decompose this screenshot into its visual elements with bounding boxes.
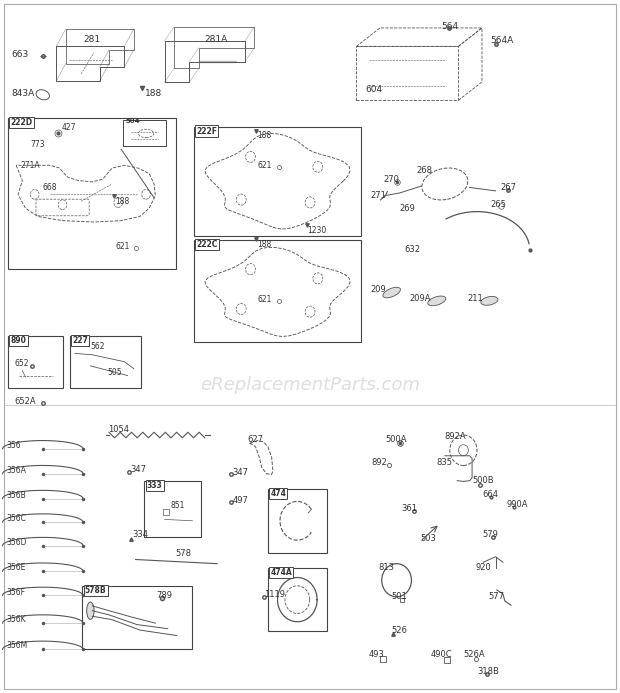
- Text: eReplacementParts.com: eReplacementParts.com: [200, 376, 420, 394]
- Text: 664: 664: [482, 490, 498, 499]
- Bar: [123, 120, 167, 146]
- Bar: [268, 568, 327, 631]
- Text: 356B: 356B: [7, 491, 27, 500]
- Text: 490C: 490C: [431, 650, 452, 659]
- Text: 497: 497: [232, 495, 249, 505]
- Text: 334: 334: [132, 530, 148, 539]
- Text: 564: 564: [441, 22, 458, 31]
- Text: 501: 501: [392, 593, 407, 602]
- Text: 188: 188: [115, 197, 130, 206]
- Text: 577: 577: [489, 593, 505, 602]
- Bar: [82, 586, 192, 649]
- Text: 474: 474: [270, 489, 286, 498]
- Text: 562: 562: [91, 342, 105, 351]
- Text: 890: 890: [11, 336, 27, 345]
- Text: 270: 270: [384, 175, 399, 184]
- Text: 892A: 892A: [445, 432, 466, 441]
- Text: 621: 621: [115, 242, 130, 251]
- Text: 188: 188: [257, 131, 272, 140]
- Text: 773: 773: [30, 140, 45, 149]
- Text: 526: 526: [392, 626, 407, 635]
- Text: 209A: 209A: [409, 294, 430, 303]
- Text: 578: 578: [175, 550, 191, 559]
- Text: 361: 361: [402, 504, 417, 513]
- Text: 188: 188: [257, 240, 272, 249]
- Text: 892: 892: [372, 458, 388, 467]
- Text: 356: 356: [7, 441, 22, 450]
- Text: 356F: 356F: [7, 588, 26, 597]
- Text: 663: 663: [12, 50, 29, 59]
- Text: 835: 835: [437, 458, 453, 467]
- Text: 500A: 500A: [386, 435, 407, 444]
- Bar: [193, 240, 361, 342]
- Text: 356M: 356M: [7, 642, 28, 651]
- Text: 920: 920: [476, 563, 492, 572]
- Text: 333: 333: [147, 481, 162, 490]
- Text: 222D: 222D: [11, 119, 33, 128]
- Ellipse shape: [87, 602, 94, 620]
- Text: 271: 271: [371, 191, 386, 200]
- Text: 271A: 271A: [20, 161, 40, 170]
- Text: 356E: 356E: [7, 563, 26, 572]
- Text: 493: 493: [369, 650, 384, 659]
- Text: 281A: 281A: [205, 35, 228, 44]
- Text: 789: 789: [157, 591, 172, 600]
- Text: 1230: 1230: [307, 226, 326, 235]
- Text: 427: 427: [61, 123, 76, 132]
- Text: 227: 227: [73, 336, 88, 345]
- Text: 652: 652: [14, 359, 29, 368]
- Bar: [8, 336, 63, 388]
- Text: 652A: 652A: [14, 397, 36, 406]
- Bar: [8, 119, 176, 269]
- Text: 318B: 318B: [477, 667, 499, 676]
- Text: 621: 621: [257, 161, 272, 170]
- Text: 209: 209: [371, 286, 386, 295]
- Text: 347: 347: [131, 465, 146, 474]
- Text: 356K: 356K: [7, 615, 27, 624]
- Text: 269: 269: [400, 204, 415, 213]
- Text: 504: 504: [126, 118, 140, 124]
- Text: 604: 604: [366, 85, 383, 94]
- Text: 188: 188: [145, 89, 162, 98]
- Text: 281: 281: [83, 35, 100, 44]
- Text: 621: 621: [257, 295, 272, 304]
- Text: 474A: 474A: [270, 568, 292, 577]
- Text: 526A: 526A: [463, 650, 485, 659]
- Bar: [70, 336, 141, 388]
- Text: 265: 265: [490, 200, 507, 209]
- Text: 627: 627: [247, 435, 263, 444]
- Text: 990A: 990A: [507, 500, 528, 509]
- Ellipse shape: [383, 288, 401, 298]
- Text: 356A: 356A: [7, 466, 27, 475]
- Text: 668: 668: [43, 183, 57, 192]
- Text: 564A: 564A: [490, 36, 514, 45]
- Text: 222C: 222C: [196, 240, 218, 249]
- Text: 500B: 500B: [472, 476, 494, 485]
- Text: 267: 267: [500, 183, 516, 192]
- Text: 356C: 356C: [7, 514, 27, 523]
- Text: 578B: 578B: [85, 586, 107, 595]
- Text: 347: 347: [232, 468, 249, 477]
- Text: 843A: 843A: [12, 89, 35, 98]
- Bar: [268, 489, 327, 552]
- Text: 1054: 1054: [108, 425, 129, 434]
- Text: 503: 503: [420, 534, 436, 543]
- Text: 851: 851: [171, 501, 185, 510]
- Text: 1119: 1119: [264, 590, 285, 599]
- Text: 813: 813: [378, 563, 394, 572]
- Text: 268: 268: [417, 166, 432, 175]
- Bar: [193, 127, 361, 236]
- Text: 505: 505: [107, 368, 122, 377]
- Text: 579: 579: [482, 530, 498, 539]
- Ellipse shape: [428, 296, 446, 306]
- Text: 211: 211: [467, 294, 484, 303]
- Bar: [144, 481, 201, 537]
- Text: 632: 632: [405, 245, 420, 254]
- Text: 222F: 222F: [196, 127, 217, 136]
- Text: 356D: 356D: [7, 538, 27, 547]
- Ellipse shape: [481, 297, 498, 306]
